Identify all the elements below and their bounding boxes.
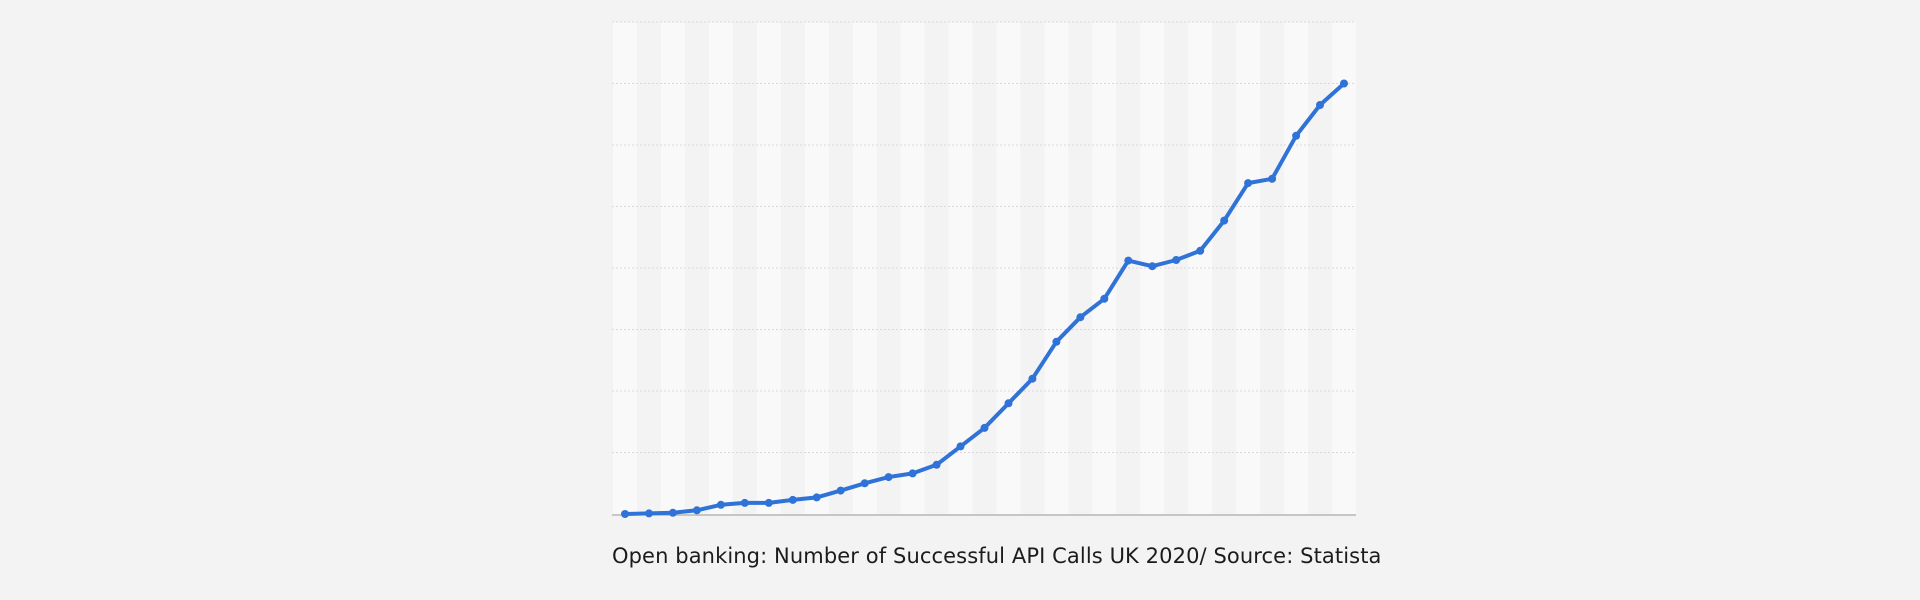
data-point[interactable] [884,473,893,482]
data-point[interactable] [1052,337,1061,346]
data-point[interactable] [1220,216,1229,225]
data-point[interactable] [908,469,917,478]
gridlines [612,21,1356,453]
data-point[interactable] [980,423,989,432]
data-point[interactable] [788,495,797,504]
data-point[interactable] [1100,294,1109,303]
data-point[interactable] [621,510,629,518]
data-point[interactable] [812,493,821,502]
data-point[interactable] [1292,131,1301,140]
data-point[interactable] [692,506,701,515]
data-point[interactable] [1196,246,1205,255]
data-point[interactable] [860,479,869,488]
data-point[interactable] [1028,374,1037,383]
data-point[interactable] [645,509,653,518]
data-point[interactable] [1124,256,1133,265]
data-point[interactable] [740,498,749,507]
data-point[interactable] [1244,179,1253,188]
chart-caption: Open banking: Number of Successful API C… [612,544,1382,568]
data-point[interactable] [1172,256,1181,264]
data-points [621,79,1348,518]
data-point[interactable] [668,508,677,517]
data-point[interactable] [836,486,845,495]
data-point[interactable] [764,498,773,507]
data-point[interactable] [1268,174,1277,183]
data-point[interactable] [1004,399,1013,408]
data-point[interactable] [716,500,725,509]
data-point[interactable] [1340,79,1348,88]
data-point[interactable] [1316,101,1324,109]
data-point[interactable] [1076,313,1085,322]
data-point[interactable] [1148,262,1157,271]
data-point[interactable] [932,460,941,469]
data-point[interactable] [956,442,965,451]
